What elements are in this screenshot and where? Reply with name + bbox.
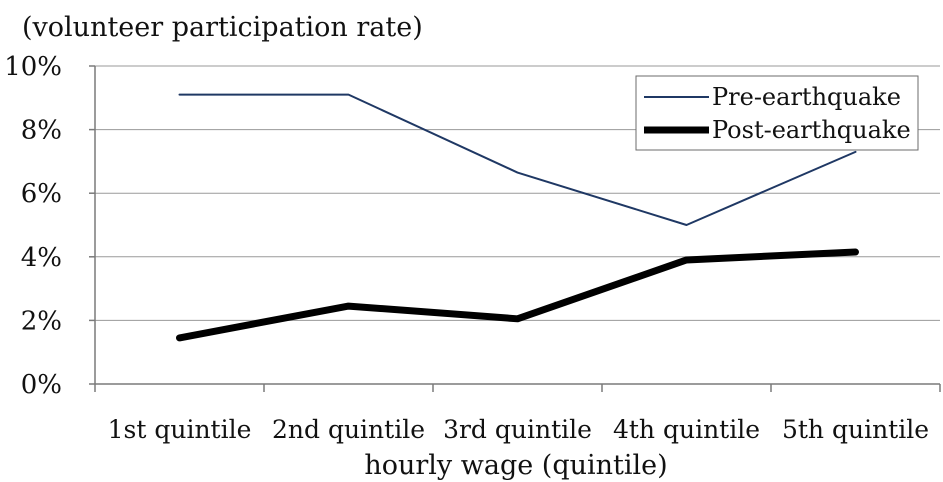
- x-tick-labels: 1st quintile 2nd quintile 3rd quintile 4th …: [108, 415, 929, 444]
- x-axis-label: hourly wage (quintile): [364, 450, 667, 481]
- y-tick-label: 4%: [21, 243, 62, 273]
- y-tick-labels: 0% 2% 4% 6% 8% 10%: [4, 52, 62, 400]
- y-tick-label: 0%: [21, 370, 62, 400]
- y-tick-label: 2%: [21, 306, 62, 336]
- y-axis-label: (volunteer participation rate): [22, 12, 423, 43]
- legend-box: [635, 75, 919, 151]
- x-tick-label: 2nd quintile: [272, 415, 425, 444]
- legend-label-post-earthquake: Post-earthquake: [712, 116, 911, 144]
- series-lines: [176, 93, 859, 342]
- x-tick-label: 3rd quintile: [443, 415, 592, 444]
- y-tick-label: 6%: [21, 179, 62, 209]
- x-tick-label: 1st quintile: [108, 415, 252, 444]
- legend: Pre-earthquake Post-earthquake: [635, 75, 919, 151]
- axes: [94, 66, 940, 385]
- series-line-post-earthquake: [176, 248, 859, 342]
- y-tick-label: 8%: [21, 116, 62, 146]
- x-tick-marks: [94, 384, 941, 392]
- legend-label-pre-earthquake: Pre-earthquake: [712, 83, 901, 111]
- y-tick-label: 10%: [4, 52, 62, 82]
- x-tick-label: 5th quintile: [782, 415, 929, 444]
- x-tick-label: 4th quintile: [613, 415, 760, 444]
